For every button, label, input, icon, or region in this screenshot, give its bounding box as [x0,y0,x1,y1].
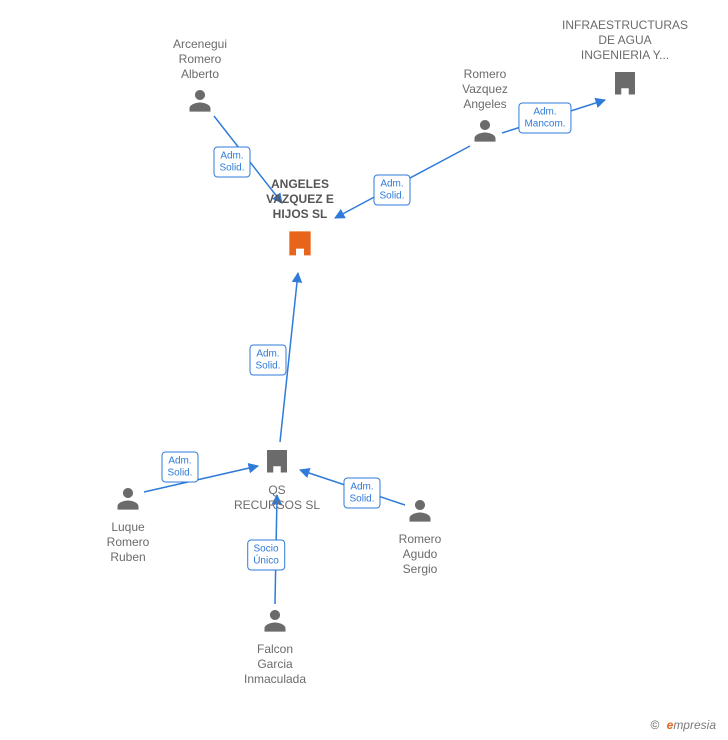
company-icon [262,445,292,475]
edge-label: Adm. Solid. [249,345,286,376]
node-label: LuqueRomeroRuben [107,520,150,565]
node-angeles_sl[interactable]: ANGELESVAZQUEZ EHIJOS SL [266,177,334,262]
node-romero_agudo[interactable]: RomeroAgudoSergio [399,496,442,577]
node-label: INFRAESTRUCTURASDE AGUAINGENIERIA Y... [562,18,688,63]
company-icon [610,67,640,97]
node-infra[interactable]: INFRAESTRUCTURASDE AGUAINGENIERIA Y... [562,18,688,101]
diagram-canvas [0,0,728,740]
node-label: RomeroAgudoSergio [399,532,442,577]
node-label: RomeroVazquezAngeles [462,67,508,112]
node-label: ANGELESVAZQUEZ EHIJOS SL [266,177,334,222]
node-falcon[interactable]: FalconGarciaInmaculada [244,606,306,687]
person-icon [261,606,289,634]
edge-label: Adm. Mancom. [518,103,571,134]
node-romero_vazquez[interactable]: RomeroVazquezAngeles [462,67,508,148]
node-label: FalconGarciaInmaculada [244,642,306,687]
person-icon [471,116,499,144]
brand-rest: mpresia [673,718,716,732]
person-icon [114,484,142,512]
node-label: QSRECURSOS SL [234,483,320,513]
person-icon [186,86,214,114]
edge-label: Adm. Solid. [161,452,198,483]
edge-label: Adm. Solid. [343,478,380,509]
copyright-symbol: © [650,718,659,732]
node-arcenegui[interactable]: ArceneguiRomeroAlberto [173,37,227,118]
person-icon [406,496,434,524]
footer-attribution: © empresia [650,718,716,732]
edge-label: Adm. Solid. [373,175,410,206]
node-luque[interactable]: LuqueRomeroRuben [107,484,150,565]
edge-label: Adm. Solid. [213,147,250,178]
edge-label: Socio Único [247,540,285,571]
node-label: ArceneguiRomeroAlberto [173,37,227,82]
company-icon [284,226,316,258]
node-qs[interactable]: QSRECURSOS SL [234,445,320,513]
